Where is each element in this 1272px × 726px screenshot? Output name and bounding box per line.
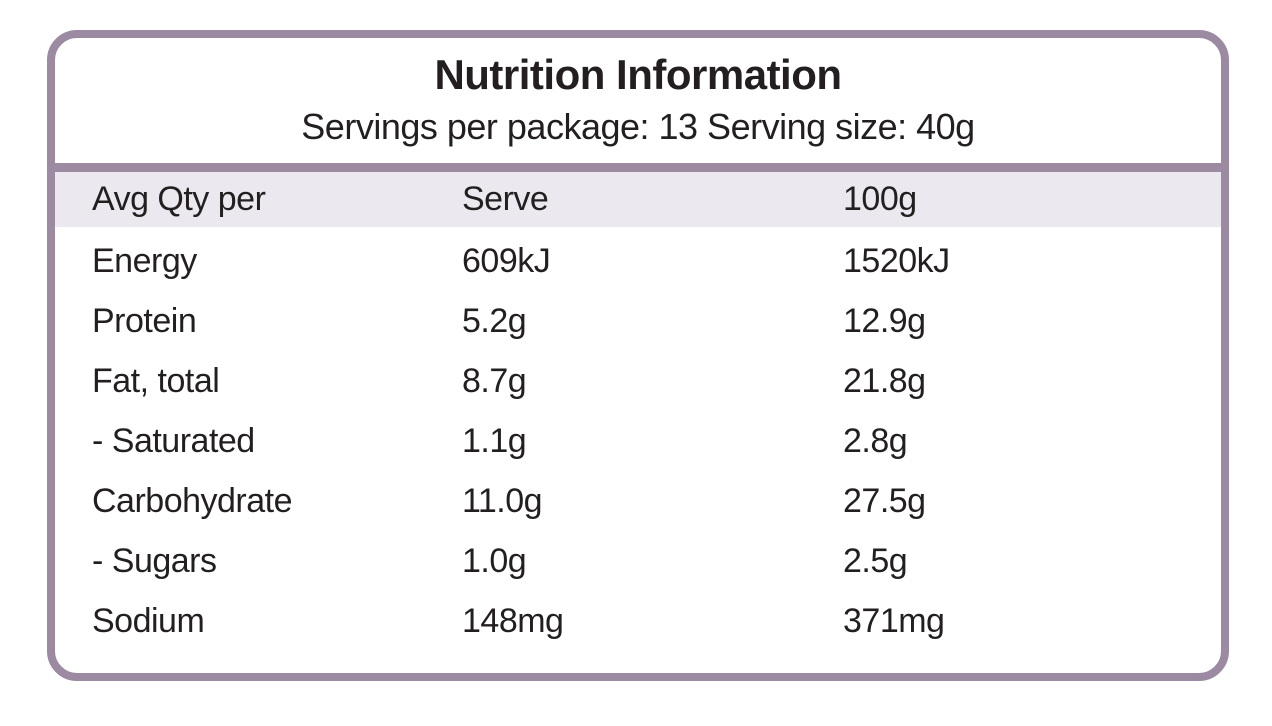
table-row-saturated: - Saturated 1.1g 2.8g [55, 411, 1221, 471]
cell-nutrient: - Sugars [92, 541, 217, 580]
table-row-carbohydrate: Carbohydrate 11.0g 27.5g [55, 471, 1221, 531]
panel-header: Nutrition Information Servings per packa… [55, 38, 1221, 163]
cell-100g-value: 371mg [843, 601, 945, 640]
servings-info: Servings per package: 13 Serving size: 4… [301, 106, 975, 148]
cell-nutrient: Sodium [92, 601, 205, 640]
cell-serve-value: 5.2g [462, 301, 527, 340]
cell-serve-value: 609kJ [462, 241, 551, 280]
cell-nutrient: Protein [92, 301, 197, 340]
nutrition-table: Avg Qty per Serve 100g Energy 609kJ 1520… [55, 172, 1221, 651]
table-header-row: Avg Qty per Serve 100g [55, 172, 1221, 227]
table-body: Energy 609kJ 1520kJ Protein 5.2g 12.9g F… [55, 231, 1221, 651]
cell-100g-value: 2.5g [843, 541, 908, 580]
cell-100g-value: 1520kJ [843, 241, 950, 280]
cell-nutrient: Fat, total [92, 361, 220, 400]
header-divider [55, 163, 1221, 172]
cell-nutrient: Energy [92, 241, 197, 280]
table-row-energy: Energy 609kJ 1520kJ [55, 231, 1221, 291]
cell-100g-value: 12.9g [843, 301, 926, 340]
cell-serve-value: 11.0g [462, 481, 543, 520]
table-row-sodium: Sodium 148mg 371mg [55, 591, 1221, 651]
header-cell-nutrient: Avg Qty per [92, 180, 266, 218]
table-row-fat-total: Fat, total 8.7g 21.8g [55, 351, 1221, 411]
cell-serve-value: 8.7g [462, 361, 527, 400]
header-cell-100g: 100g [843, 180, 917, 218]
cell-nutrient: Carbohydrate [92, 481, 293, 520]
cell-nutrient: - Saturated [92, 421, 255, 460]
cell-100g-value: 2.8g [843, 421, 908, 460]
header-cell-serve: Serve [462, 180, 549, 218]
table-row-sugars: - Sugars 1.0g 2.5g [55, 531, 1221, 591]
cell-serve-value: 148mg [462, 601, 564, 640]
nutrition-panel: Nutrition Information Servings per packa… [47, 30, 1229, 681]
table-row-protein: Protein 5.2g 12.9g [55, 291, 1221, 351]
cell-serve-value: 1.0g [462, 541, 527, 580]
cell-100g-value: 21.8g [843, 361, 926, 400]
cell-100g-value: 27.5g [843, 481, 926, 520]
panel-title: Nutrition Information [434, 51, 842, 98]
cell-serve-value: 1.1g [462, 421, 527, 460]
